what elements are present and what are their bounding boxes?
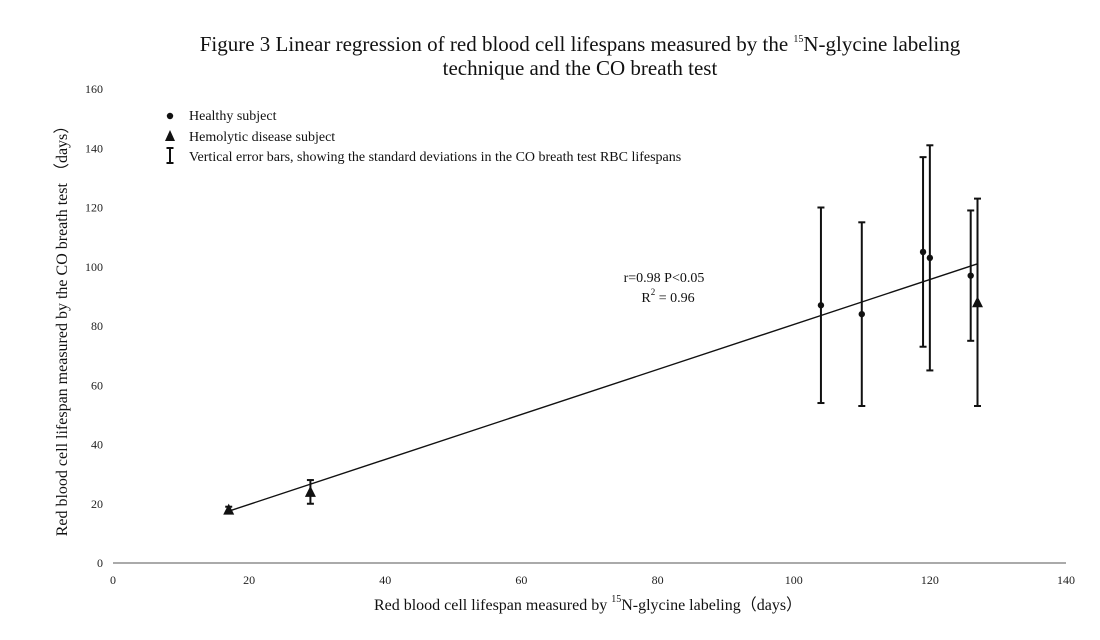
legend-healthy-label: Healthy subject bbox=[189, 109, 277, 124]
y-tick-label-0: 0 bbox=[97, 556, 103, 570]
correlation-annotation: r=0.98 P<0.05 bbox=[624, 271, 705, 286]
healthy-point-4 bbox=[967, 209, 975, 342]
x-tick-label-7: 140 bbox=[1057, 573, 1075, 587]
y-tick-label-2: 40 bbox=[91, 438, 103, 452]
legend-triangle-marker bbox=[165, 130, 175, 141]
chart-title: Figure 3 Linear regression of red blood … bbox=[180, 28, 980, 80]
healthy-point-3 bbox=[926, 144, 934, 372]
legend-errorbar-label: Vertical error bars, showing the standar… bbox=[189, 150, 681, 165]
triangle-marker bbox=[304, 485, 316, 497]
data-points bbox=[223, 144, 984, 515]
regression-line bbox=[228, 263, 978, 512]
x-tick-label-5: 100 bbox=[785, 573, 803, 587]
healthy-point-2 bbox=[919, 156, 927, 348]
y-tick-label-1: 20 bbox=[91, 497, 103, 511]
healthy-point-1 bbox=[858, 221, 866, 407]
y-tick-label-6: 120 bbox=[85, 201, 103, 215]
y-tick-label-3: 60 bbox=[91, 378, 103, 392]
y-axis-label: Red blood cell lifespan measured by the … bbox=[53, 118, 71, 537]
chart-title-main: Figure 3 Linear regression of red blood … bbox=[199, 32, 789, 56]
x-tick-label-6: 120 bbox=[921, 573, 939, 587]
chart-title-rest: N-glycine labeling technique and the CO … bbox=[442, 32, 961, 80]
y-tick-label-7: 140 bbox=[85, 141, 103, 155]
x-tick-label-1: 20 bbox=[243, 573, 255, 587]
legend-errorbar-marker bbox=[166, 147, 174, 164]
hemolytic-point-0 bbox=[223, 503, 235, 515]
x-tick-label-2: 40 bbox=[379, 573, 391, 587]
x-tick-labels: 0 20 40 60 80 100 120 140 bbox=[110, 573, 1075, 587]
circle-marker bbox=[817, 302, 825, 309]
x-axis-label-superscript: 15 bbox=[611, 594, 621, 605]
x-axis-label: Red blood cell lifespan measured by 15N-… bbox=[374, 594, 802, 614]
circle-marker bbox=[858, 310, 865, 318]
y-tick-label-4: 80 bbox=[91, 319, 103, 333]
y-tick-label-8: 160 bbox=[85, 82, 103, 96]
hemolytic-point-2 bbox=[972, 197, 984, 407]
r-squared-superscript: 2 bbox=[651, 287, 656, 297]
circle-marker bbox=[967, 272, 974, 279]
r-squared-value: = 0.96 bbox=[655, 291, 694, 306]
r-squared-annotation: R2 = 0.96 bbox=[641, 287, 694, 306]
x-axis-label-pre: Red blood cell lifespan measured by bbox=[374, 597, 607, 614]
x-tick-label-3: 60 bbox=[515, 573, 527, 587]
circle-marker bbox=[919, 248, 927, 256]
chart-title-superscript: 15 bbox=[793, 34, 804, 45]
r-squared-letter: R bbox=[641, 291, 651, 306]
triangle-marker bbox=[223, 503, 235, 515]
x-axis-label-post: N-glycine labeling（days） bbox=[621, 596, 802, 614]
hemolytic-point-1 bbox=[304, 479, 316, 505]
y-tick-labels: 0 20 40 60 80 100 120 140 160 bbox=[85, 82, 103, 570]
legend-circle-marker bbox=[166, 112, 174, 120]
circle-marker bbox=[926, 254, 934, 262]
x-tick-label-0: 0 bbox=[110, 573, 116, 587]
y-tick-label-5: 100 bbox=[85, 260, 103, 274]
healthy-point-0 bbox=[817, 206, 825, 405]
triangle-marker bbox=[972, 296, 984, 308]
legend-hemolytic-label: Hemolytic disease subject bbox=[189, 130, 335, 145]
x-tick-label-4: 80 bbox=[652, 573, 664, 587]
legend: Healthy subject Hemolytic disease subjec… bbox=[165, 109, 681, 165]
